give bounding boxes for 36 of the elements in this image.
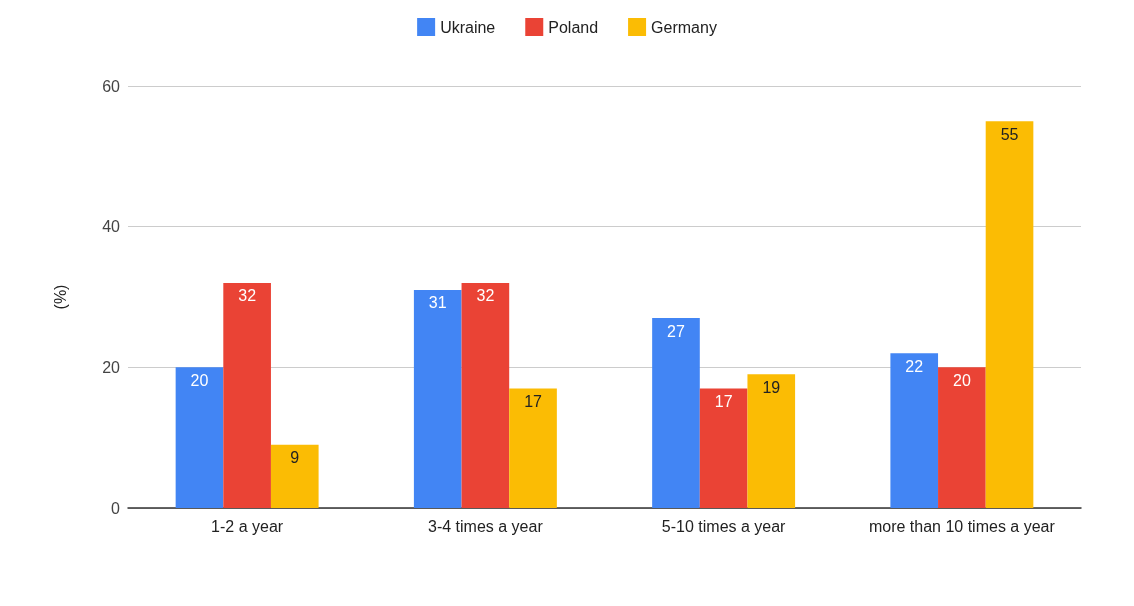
- data-label: 17: [714, 392, 733, 410]
- data-label: 22: [905, 357, 924, 375]
- data-label: 20: [190, 371, 209, 389]
- data-label: 32: [476, 287, 495, 305]
- x-tick-label: 1-2 a year: [211, 517, 284, 535]
- bar: [985, 121, 1034, 508]
- y-tick-label: 40: [102, 218, 121, 236]
- data-label: 19: [762, 378, 781, 396]
- data-label: 17: [524, 392, 543, 410]
- bar: [938, 367, 986, 508]
- y-tick-label: 20: [102, 358, 121, 376]
- bar: [270, 444, 319, 508]
- data-label: 31: [428, 294, 447, 312]
- data-label: 32: [238, 287, 257, 305]
- legend-label: Ukraine: [440, 18, 496, 36]
- bar: [413, 289, 462, 508]
- legend-label: Poland: [548, 18, 599, 36]
- bar: [699, 388, 748, 508]
- data-label: 9: [290, 449, 300, 467]
- bar: [652, 318, 700, 508]
- bar: [890, 353, 939, 508]
- x-tick-label: 5-10 times a year: [661, 517, 787, 535]
- y-axis-title: (%): [51, 284, 69, 310]
- data-label: 55: [1000, 125, 1019, 143]
- y-tick-label: 60: [102, 77, 121, 95]
- legend-label: Germany: [651, 18, 717, 36]
- y-tick-label: 0: [111, 499, 121, 517]
- data-label: 20: [952, 371, 971, 389]
- data-label: 27: [667, 322, 685, 340]
- bar: [461, 282, 510, 508]
- bar: [175, 367, 224, 508]
- x-tick-label: 3-4 times a year: [428, 517, 544, 535]
- x-tick-label: more than 10 times a year: [868, 517, 1056, 535]
- bar: [223, 282, 271, 508]
- bar: [509, 388, 557, 508]
- bar: [747, 374, 796, 508]
